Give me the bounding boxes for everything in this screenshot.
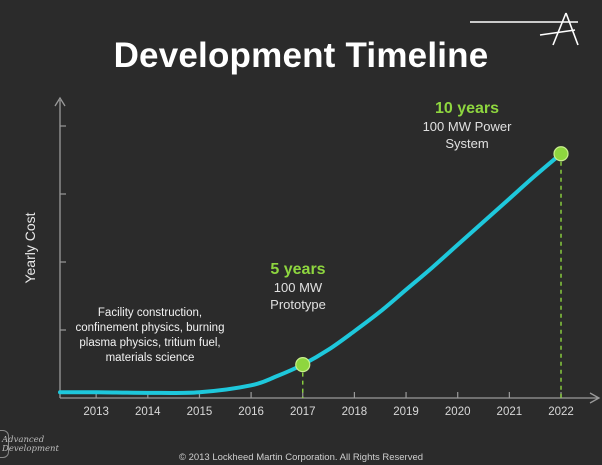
cost-curve bbox=[58, 151, 564, 395]
milestone-desc: 100 MW Power bbox=[422, 119, 512, 134]
star-icon-stroke-c bbox=[539, 29, 576, 36]
task-annotation-line: plasma physics, tritium fuel, bbox=[79, 337, 221, 349]
advanced-development-logo: Advanced Development bbox=[2, 436, 59, 454]
x-tick-label: 2017 bbox=[290, 406, 316, 418]
task-annotation-line: confinement physics, burning bbox=[75, 322, 225, 334]
logo-line: Development bbox=[2, 444, 59, 454]
star-icon-stroke-a bbox=[552, 12, 567, 46]
milestone-desc: 100 MW bbox=[273, 280, 323, 295]
y-axis-arrow bbox=[54, 96, 66, 107]
milestone-guides bbox=[302, 153, 562, 398]
lockheed-star-icon bbox=[470, 12, 579, 46]
milestone-marker bbox=[553, 146, 569, 162]
x-tick-label: 2021 bbox=[497, 406, 523, 418]
x-tick-label: 2016 bbox=[238, 406, 264, 418]
x-tick-label: 2013 bbox=[83, 406, 109, 418]
task-annotation-line: materials science bbox=[105, 352, 195, 364]
copyright-footer: © 2013 Lockheed Martin Corporation. All … bbox=[178, 452, 424, 463]
milestone-head: 5 years bbox=[270, 261, 326, 278]
x-tick-labels: 2013 2014 2015 2016 2017 2018 2019 2020 2021 2022 bbox=[83, 406, 573, 418]
task-annotation-line: Facility construction, bbox=[97, 307, 203, 319]
x-tick-label: 2022 bbox=[548, 406, 574, 418]
x-tick-label: 2014 bbox=[135, 406, 161, 418]
milestone-desc: Prototype bbox=[270, 297, 326, 312]
star-icon-stroke-b bbox=[565, 12, 579, 46]
milestone-label-10-years: 10 years 100 MW Power System bbox=[412, 100, 522, 152]
task-annotation: Facility construction, confinement physi… bbox=[60, 306, 240, 366]
x-tick-label: 2015 bbox=[187, 406, 213, 418]
x-tick-label: 2020 bbox=[445, 406, 471, 418]
chart-series bbox=[58, 146, 569, 395]
milestone-label-5-years: 5 years 100 MW Prototype bbox=[246, 261, 350, 313]
x-tick-label: 2019 bbox=[393, 406, 419, 418]
logo-badge-icon bbox=[0, 430, 9, 458]
logo-line: Advanced bbox=[2, 435, 45, 445]
milestone-desc: System bbox=[445, 136, 489, 151]
milestone-marker bbox=[295, 356, 311, 373]
slide-title: Development Timeline bbox=[113, 36, 489, 75]
y-axis-label: Yearly Cost bbox=[22, 212, 38, 284]
x-tick-label: 2018 bbox=[342, 406, 368, 418]
x-axis-arrow bbox=[589, 392, 601, 404]
milestone-head: 10 years bbox=[434, 100, 500, 117]
